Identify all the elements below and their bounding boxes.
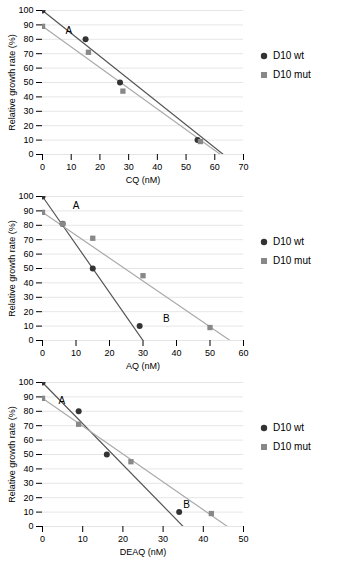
svg-text:B: B: [163, 313, 170, 324]
svg-text:40: 40: [23, 92, 33, 102]
svg-text:A: A: [59, 395, 66, 406]
svg-text:40: 40: [198, 534, 208, 544]
svg-text:Relative growth rate (%): Relative growth rate (%): [7, 406, 17, 503]
svg-text:60: 60: [23, 435, 33, 445]
svg-text:10: 10: [71, 348, 81, 358]
svg-text:20: 20: [23, 307, 33, 317]
svg-text:70: 70: [23, 49, 33, 59]
svg-text:20: 20: [23, 121, 33, 131]
svg-text:50: 50: [205, 348, 215, 358]
svg-text:20: 20: [95, 162, 105, 172]
svg-text:20: 20: [104, 348, 114, 358]
svg-text:90: 90: [23, 20, 33, 30]
svg-text:30: 30: [158, 534, 168, 544]
svg-text:20: 20: [118, 534, 128, 544]
svg-text:80: 80: [23, 406, 33, 416]
svg-text:30: 30: [23, 292, 33, 302]
svg-text:0: 0: [40, 348, 45, 358]
svg-text:Relative growth rate (%): Relative growth rate (%): [7, 34, 17, 131]
svg-text:40: 40: [23, 464, 33, 474]
svg-text:100: 100: [18, 377, 33, 387]
svg-text:50: 50: [23, 77, 33, 87]
html-text:D10 wt: D10 wt: [273, 50, 305, 61]
svg-text:10: 10: [66, 162, 76, 172]
svg-text:A: A: [73, 200, 80, 211]
svg-text:70: 70: [23, 235, 33, 245]
svg-text:0: 0: [40, 534, 45, 544]
svg-text:DEAQ (nM): DEAQ (nM): [120, 547, 167, 557]
svg-text:30: 30: [124, 162, 134, 172]
svg-text:80: 80: [23, 220, 33, 230]
svg-text:40: 40: [152, 162, 162, 172]
svg-text:100: 100: [18, 5, 33, 15]
svg-text:10: 10: [23, 135, 33, 145]
svg-text:40: 40: [23, 278, 33, 288]
svg-text:70: 70: [238, 162, 248, 172]
html-text:D10 mut: D10 mut: [273, 69, 311, 80]
svg-text:0: 0: [28, 521, 33, 531]
svg-text:60: 60: [23, 63, 33, 73]
svg-text:10: 10: [23, 507, 33, 517]
svg-text:50: 50: [238, 534, 248, 544]
html-text:D10 mut: D10 mut: [273, 441, 311, 452]
svg-text:0: 0: [40, 162, 45, 172]
svg-text:100: 100: [18, 191, 33, 201]
svg-text:20: 20: [23, 493, 33, 503]
svg-text:60: 60: [210, 162, 220, 172]
svg-text:50: 50: [181, 162, 191, 172]
svg-text:40: 40: [171, 348, 181, 358]
svg-text:90: 90: [23, 206, 33, 216]
svg-text:70: 70: [23, 421, 33, 431]
svg-text:B: B: [183, 499, 190, 510]
svg-text:60: 60: [23, 249, 33, 259]
html-text:D10 wt: D10 wt: [273, 422, 305, 433]
svg-text:10: 10: [23, 321, 33, 331]
html-text:D10 mut: D10 mut: [273, 255, 311, 266]
svg-text:50: 50: [23, 263, 33, 273]
svg-text:10: 10: [78, 534, 88, 544]
svg-text:A: A: [65, 25, 72, 36]
svg-text:30: 30: [23, 478, 33, 488]
svg-text:30: 30: [23, 106, 33, 116]
html-text:D10 wt: D10 wt: [273, 236, 305, 247]
svg-text:30: 30: [138, 348, 148, 358]
svg-text:CQ (nM): CQ (nM): [126, 175, 161, 185]
svg-text:80: 80: [23, 34, 33, 44]
svg-text:60: 60: [238, 348, 248, 358]
svg-text:0: 0: [28, 335, 33, 345]
svg-text:0: 0: [28, 149, 33, 159]
svg-text:90: 90: [23, 392, 33, 402]
svg-text:Relative growth rate (%): Relative growth rate (%): [7, 220, 17, 317]
svg-text:AQ (nM): AQ (nM): [126, 361, 160, 371]
svg-text:50: 50: [23, 449, 33, 459]
